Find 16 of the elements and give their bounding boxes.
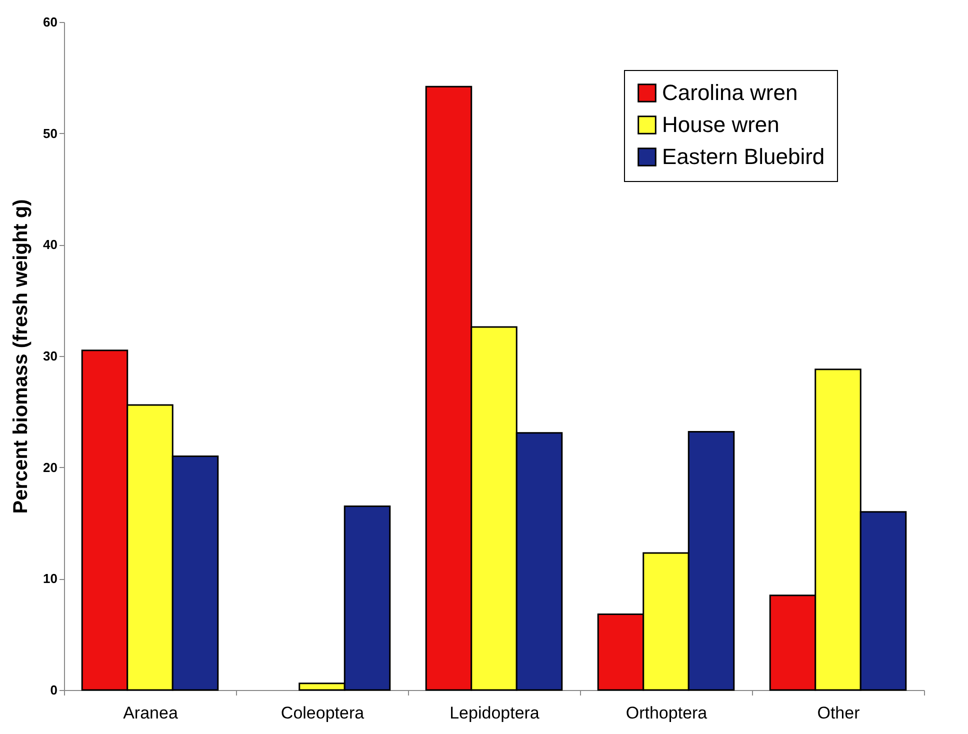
x-tick-label: Aranea [123, 704, 178, 722]
legend-label: House wren [662, 112, 780, 137]
x-tick-label: Orthoptera [626, 704, 708, 722]
legend-label: Eastern Bluebird [662, 144, 825, 169]
y-tick-label: 50 [43, 126, 58, 141]
y-axis-title: Percent biomass (fresh weight g) [10, 199, 32, 514]
x-tick-label: Other [817, 704, 860, 722]
y-tick-label: 40 [43, 237, 58, 252]
x-tick-label: Lepidoptera [450, 704, 540, 722]
legend-label: Carolina wren [662, 80, 798, 105]
y-tick-label: 30 [43, 348, 58, 364]
x-tick-label: Coleoptera [280, 704, 365, 722]
y-tick-label: 0 [50, 682, 58, 698]
y-tick-label: 10 [43, 571, 58, 586]
y-tick-label: 60 [43, 14, 58, 30]
y-tick-label: 20 [43, 460, 58, 475]
